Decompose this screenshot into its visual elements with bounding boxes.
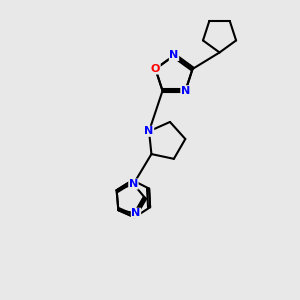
Text: N: N — [144, 126, 154, 136]
Text: N: N — [169, 50, 178, 61]
Text: O: O — [151, 64, 160, 74]
Text: N: N — [181, 86, 190, 96]
Text: N: N — [129, 179, 138, 189]
Text: N: N — [131, 208, 141, 218]
